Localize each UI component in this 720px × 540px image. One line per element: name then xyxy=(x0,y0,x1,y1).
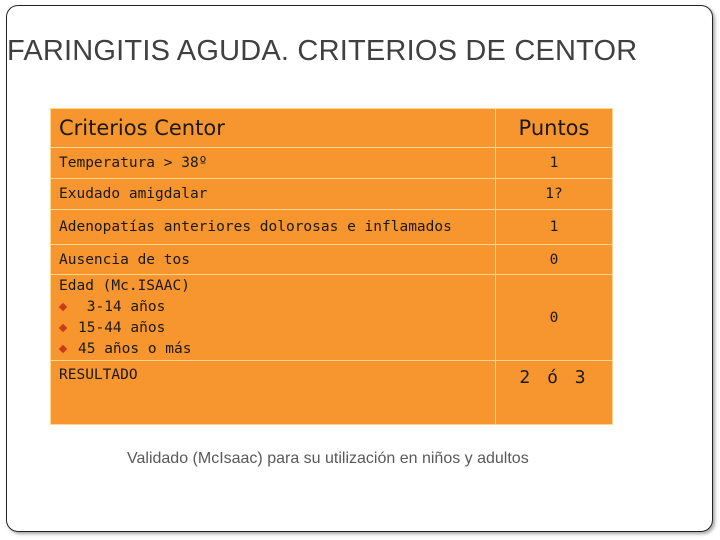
table-header-row: Criterios Centor Puntos xyxy=(50,108,613,148)
age-title: Edad (Mc.ISAAC) xyxy=(59,277,190,294)
points-cell: 0 xyxy=(495,244,613,275)
points-cell: 1 xyxy=(495,147,613,179)
age-row: Edad (Mc.ISAAC) 3-14 años 15-44 años 45 … xyxy=(50,274,613,361)
age-range-label: 3-14 años xyxy=(78,298,166,315)
criterion-cell: Adenopatías anteriores dolorosas e infla… xyxy=(50,209,496,245)
result-value-cell: 2 ó 3 xyxy=(495,360,613,425)
centor-criteria-table: Criterios Centor Puntos Temperatura > 38… xyxy=(50,108,613,425)
age-list: 3-14 años 15-44 años 45 años o más xyxy=(59,297,487,360)
result-row: RESULTADO 2 ó 3 xyxy=(50,360,613,425)
diamond-bullet-icon xyxy=(59,345,68,354)
table-row: Ausencia de tos 0 xyxy=(50,244,613,275)
result-label-cell: RESULTADO xyxy=(50,360,496,425)
age-points-cell: 0 xyxy=(495,274,613,361)
diamond-bullet-icon xyxy=(59,324,68,333)
table-row: Temperatura > 38º 1 xyxy=(50,147,613,179)
age-range-label: 45 años o más xyxy=(78,340,192,357)
list-item: 45 años o más xyxy=(59,339,487,360)
list-item: 3-14 años xyxy=(59,297,487,318)
criterion-cell: Exudado amigdalar xyxy=(50,178,496,210)
points-cell: 1 xyxy=(495,209,613,245)
diamond-bullet-icon xyxy=(59,303,68,312)
list-item: 15-44 años xyxy=(59,318,487,339)
table-row: Adenopatías anteriores dolorosas e infla… xyxy=(50,209,613,245)
header-points: Puntos xyxy=(495,108,613,148)
age-criterion-cell: Edad (Mc.ISAAC) 3-14 años 15-44 años 45 … xyxy=(50,274,496,361)
slide-frame xyxy=(6,5,713,532)
table-row: Exudado amigdalar 1? xyxy=(50,178,613,210)
criterion-cell: Ausencia de tos xyxy=(50,244,496,275)
points-cell: 1? xyxy=(495,178,613,210)
slide-title: FARINGITIS AGUDA. CRITERIOS DE CENTOR xyxy=(7,35,638,67)
result-value: 2 ó 3 xyxy=(519,367,589,388)
header-criteria: Criterios Centor xyxy=(50,108,496,148)
validation-footnote: Validado (McIsaac) para su utilización e… xyxy=(127,450,529,467)
age-range-label: 15-44 años xyxy=(78,319,166,336)
criterion-cell: Temperatura > 38º xyxy=(50,147,496,179)
